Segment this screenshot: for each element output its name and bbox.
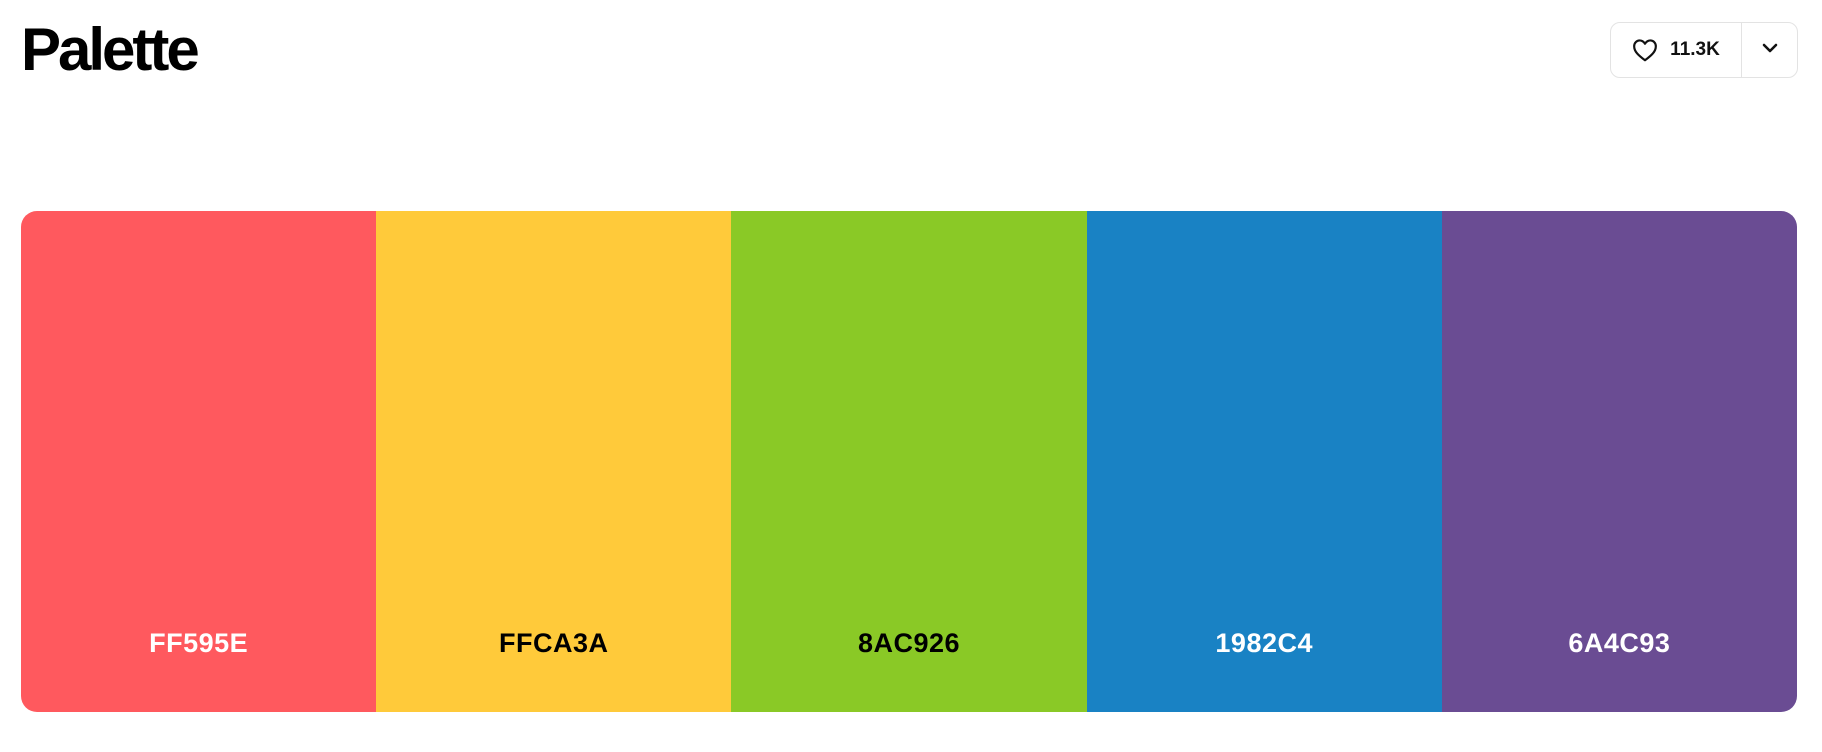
color-hex-label: FFCA3A — [499, 628, 609, 658]
page-title: Palette — [21, 16, 200, 83]
like-button[interactable]: 11.3K — [1611, 23, 1742, 77]
color-hex-label: 6A4C93 — [1568, 628, 1671, 658]
palette-swatches: FF595E FFCA3A 8AC926 1982C4 6A4C93 — [21, 211, 1797, 712]
more-options-button[interactable] — [1742, 23, 1797, 77]
color-hex-label: 8AC926 — [857, 628, 961, 658]
like-count: 11.3K — [1670, 39, 1720, 60]
color-swatch[interactable]: FFCA3A — [376, 211, 732, 712]
color-hex-label: FF595E — [149, 628, 249, 658]
chevron-down-icon — [1761, 41, 1779, 59]
heart-icon — [1632, 38, 1658, 62]
color-swatch[interactable]: 8AC926 — [731, 211, 1087, 712]
color-hex-label: 1982C4 — [1215, 628, 1313, 658]
color-swatch[interactable]: FF595E — [21, 211, 377, 712]
color-swatch[interactable]: 1982C4 — [1086, 211, 1442, 712]
header-actions: 11.3K — [1610, 22, 1798, 78]
color-swatch[interactable]: 6A4C93 — [1441, 211, 1797, 712]
